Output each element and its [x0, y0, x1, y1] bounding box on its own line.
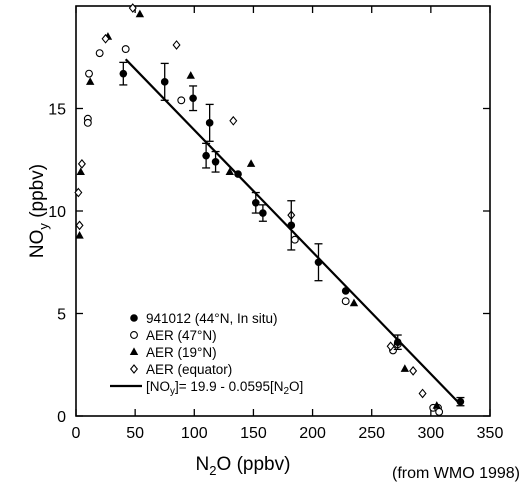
- data-point: [128, 3, 137, 13]
- x-axis-title: N2O (ppbv): [196, 454, 291, 478]
- data-point: [225, 167, 234, 176]
- data-point: [177, 96, 186, 105]
- data-point: [259, 209, 267, 217]
- legend-label: 941012 (44°N, In situ): [146, 311, 277, 326]
- data-point: [101, 33, 110, 44]
- legend-fit-label: [NOy]= 19.9 - 0.0595[N2O]: [146, 379, 303, 397]
- legend-label: AER (47°N): [146, 328, 217, 343]
- x-tick-label: 50: [126, 425, 144, 442]
- data-point: [341, 297, 350, 306]
- data-point: [418, 388, 427, 399]
- x-tick-label: 150: [240, 425, 267, 442]
- source-note: (from WMO 1998): [392, 465, 520, 482]
- data-point: [349, 298, 359, 307]
- legend-marker: [130, 314, 138, 322]
- legend-marker: [130, 331, 138, 339]
- x-tick-label: 200: [299, 425, 326, 442]
- data-point: [314, 258, 323, 267]
- data-point: [76, 167, 85, 176]
- data-point: [386, 341, 395, 352]
- data-point: [186, 71, 195, 79]
- legend-label: AER (equator): [146, 362, 232, 377]
- x-tick-label: 300: [418, 425, 445, 442]
- data-point: [85, 77, 95, 85]
- data-point: [77, 158, 86, 169]
- axis-ticks: 0 50 100 150 200 250 300 350 0 5 10 15: [48, 6, 503, 442]
- data-point: [172, 40, 181, 50]
- y-tick-label: 10: [48, 204, 66, 221]
- data-point: [83, 118, 92, 127]
- data-point: [393, 338, 402, 347]
- data-point: [290, 235, 299, 244]
- data-point: [121, 45, 130, 53]
- data-point: [211, 158, 220, 166]
- data-point: [287, 221, 296, 230]
- x-axis-title-subscript: 2: [209, 463, 216, 478]
- data-point: [400, 364, 410, 372]
- data-point: [95, 49, 104, 58]
- fit-line-group: [124, 58, 462, 406]
- legend-marker: [129, 364, 139, 374]
- data-marks: [74, 3, 465, 416]
- data-point: [246, 159, 256, 167]
- x-tick-label: 350: [477, 425, 504, 442]
- data-point: [205, 119, 214, 127]
- data-point: [341, 287, 350, 295]
- data-point: [160, 78, 169, 86]
- data-point: [189, 94, 197, 103]
- x-tick-label: 250: [358, 425, 385, 442]
- data-point: [85, 69, 93, 78]
- legend-label: AER (19°N): [146, 345, 217, 360]
- plot-frame: [75, 5, 491, 417]
- data-point: [75, 220, 84, 231]
- data-point: [229, 115, 238, 126]
- x-tick-label: 100: [181, 425, 208, 442]
- y-axis-title: NOy (ppbv): [27, 164, 51, 258]
- y-axis-title-subscript: y: [36, 223, 51, 230]
- x-tick-label: 0: [72, 425, 81, 442]
- data-point: [74, 187, 83, 198]
- y-tick-label: 5: [57, 307, 66, 324]
- data-point: [135, 9, 145, 18]
- data-point: [234, 170, 242, 178]
- y-tick-label: 15: [48, 102, 66, 119]
- data-point: [435, 407, 444, 416]
- data-point: [432, 401, 441, 409]
- data-point: [251, 199, 260, 207]
- data-point: [202, 151, 210, 160]
- data-point: [119, 69, 128, 78]
- legend-marker: [129, 347, 139, 355]
- data-point: [409, 366, 418, 376]
- regression-line: [124, 58, 462, 406]
- y-tick-label: 0: [57, 409, 66, 426]
- legend: 941012 (44°N, In situ) AER (47°N) AER (19°…: [110, 311, 303, 397]
- data-point: [456, 397, 465, 406]
- data-point: [75, 231, 84, 239]
